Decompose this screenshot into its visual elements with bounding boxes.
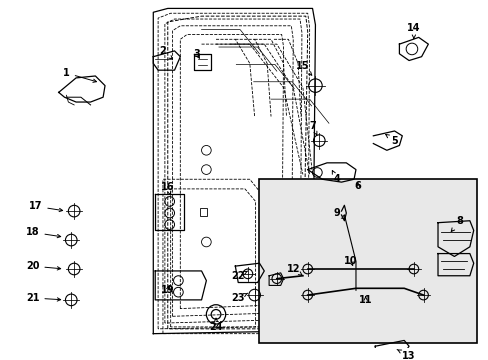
Text: 17: 17 [29, 201, 62, 212]
Text: 23: 23 [231, 293, 247, 303]
Text: 4: 4 [332, 171, 339, 184]
Text: 9: 9 [333, 208, 345, 219]
Text: 2: 2 [159, 46, 172, 59]
Text: 1: 1 [63, 68, 96, 82]
Bar [259, 179, 476, 343]
Text: 8: 8 [450, 216, 463, 231]
Text: 18: 18 [26, 227, 61, 238]
Text: 6: 6 [354, 181, 361, 191]
Bar [199, 208, 207, 216]
Text: 20: 20 [26, 261, 61, 271]
Text: 15: 15 [296, 61, 311, 75]
Text: 14: 14 [407, 23, 420, 39]
Text: 12: 12 [286, 264, 302, 276]
Text: 3: 3 [193, 49, 200, 59]
Text: 10: 10 [344, 256, 357, 266]
Text: 13: 13 [396, 350, 415, 360]
Text: 11: 11 [358, 295, 372, 305]
Text: 7: 7 [308, 121, 316, 135]
Text: 21: 21 [26, 293, 61, 303]
Text: 19: 19 [161, 285, 174, 295]
Text: 5: 5 [385, 134, 397, 146]
Text: 22: 22 [231, 271, 247, 281]
Text: 24: 24 [209, 318, 223, 332]
Text: 16: 16 [161, 182, 174, 195]
